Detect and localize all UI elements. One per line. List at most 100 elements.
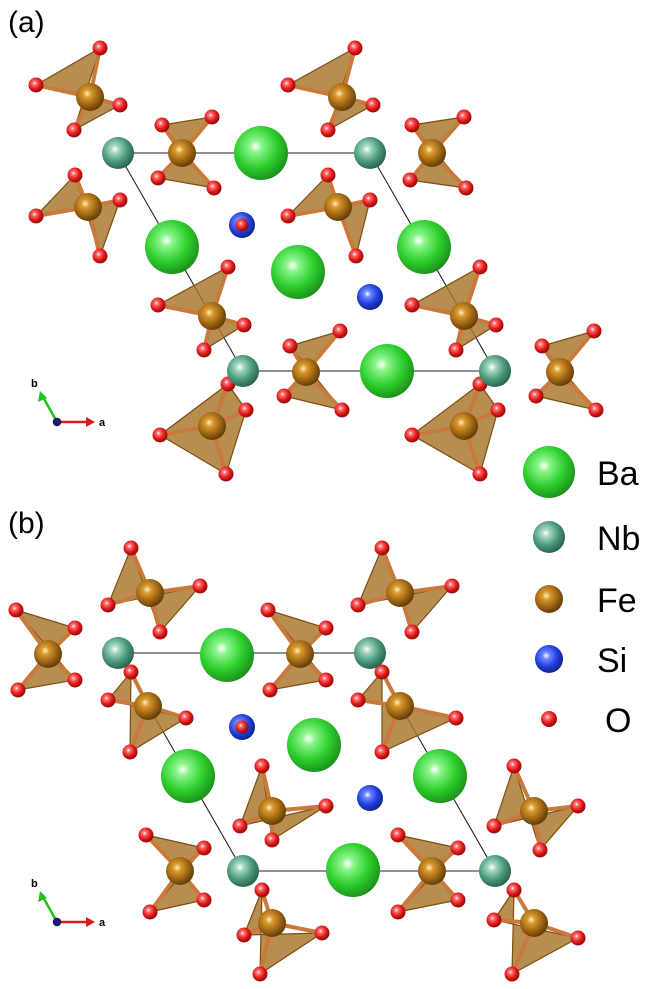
o-atom (362, 192, 378, 208)
o-atom (112, 192, 128, 208)
fe-tetrahedron (100, 664, 194, 760)
o-atom (236, 927, 252, 943)
fe-tetrahedron (350, 664, 464, 760)
ba-atom (326, 843, 380, 897)
o-atom (404, 297, 420, 313)
o-atom (92, 248, 108, 264)
o-atom (204, 109, 220, 125)
o-atom (448, 342, 464, 358)
o-atom (196, 840, 212, 856)
fe-tetrahedron (150, 109, 222, 196)
panel-a: (a) b a (8, 6, 604, 482)
fe-atom (292, 358, 320, 386)
o-atom (506, 882, 522, 898)
o-atom (150, 170, 166, 186)
nb-atom (479, 855, 511, 887)
o-atom (196, 892, 212, 908)
legend: Ba Nb Fe Si O (523, 446, 640, 740)
fe-tetrahedron (280, 40, 381, 138)
fe-atom (258, 909, 286, 937)
o-atom (318, 798, 334, 814)
ba-atom (145, 220, 199, 274)
o-atom (486, 818, 502, 834)
o-atom (318, 620, 334, 636)
panel-a-label: (a) (8, 6, 45, 39)
o-atom (100, 597, 116, 613)
axis-a-label-b: a (99, 917, 106, 929)
o-atom (122, 744, 138, 760)
o-atom (196, 342, 212, 358)
nb-atom (102, 137, 134, 169)
o-atom (220, 259, 236, 275)
fe-atom (328, 83, 356, 111)
o-atom (504, 966, 520, 982)
o-atom (506, 758, 522, 774)
fe-tetrahedron (138, 827, 212, 920)
legend-label-ba: Ba (597, 455, 639, 493)
atoms-a (102, 126, 511, 398)
o-atom (404, 427, 420, 443)
fe-atom (520, 909, 548, 937)
o-atom (404, 117, 420, 133)
o-atom (320, 167, 336, 183)
fe-atom (34, 640, 62, 668)
o-atom (232, 818, 248, 834)
o-atom (235, 218, 249, 232)
o-atom (350, 692, 366, 708)
o-atom (28, 77, 44, 93)
o-atom (142, 904, 158, 920)
fe-tetrahedron (8, 602, 83, 698)
legend-label-o: O (605, 702, 631, 740)
axis-b-label-a: b (31, 378, 38, 390)
o-atom (8, 602, 24, 618)
o-atom (138, 827, 154, 843)
fe-atom (136, 579, 164, 607)
fe-atom (198, 302, 226, 330)
o-atom (152, 427, 168, 443)
legend-item-o: O (541, 702, 631, 740)
nb-atom (354, 137, 386, 169)
fe-atom (418, 857, 446, 885)
axis-indicator-b: b a (31, 878, 106, 929)
o-atom (238, 402, 254, 418)
ba-atom (200, 628, 254, 682)
o-atom (532, 842, 548, 858)
axis-a-label-a: a (99, 417, 106, 429)
o-atom (472, 259, 488, 275)
fe-atom (386, 692, 414, 720)
fe-tetrahedron (402, 109, 474, 196)
o-atom (276, 388, 292, 404)
fe-tetrahedron (100, 540, 208, 640)
fe-tetrahedron (486, 882, 586, 982)
o-atom (486, 912, 502, 928)
o-atom (390, 904, 406, 920)
fe-atom (76, 83, 104, 111)
o-atom (402, 172, 418, 188)
ba-atom (360, 344, 414, 398)
o-atom (100, 692, 116, 708)
o-atom (374, 540, 390, 556)
o-atom (314, 925, 330, 941)
fe-atom (418, 139, 446, 167)
axis-b-label-b: b (31, 878, 38, 890)
fe-tetrahedron (486, 758, 586, 858)
o-atom (448, 710, 464, 726)
o-atom (348, 248, 364, 264)
o-atom (218, 466, 234, 482)
o-atom (280, 77, 296, 93)
o-atom (390, 827, 406, 843)
nb-atom (354, 637, 386, 669)
fe-atom (546, 358, 574, 386)
nb-atom-icon (533, 521, 565, 553)
nb-atom (227, 855, 259, 887)
legend-label-nb: Nb (597, 520, 640, 558)
fe-tetrahedron (232, 758, 334, 848)
fe-tetrahedron (528, 323, 604, 418)
o-atom (154, 117, 170, 133)
o-atom (528, 388, 544, 404)
fe-tetrahedron (404, 376, 506, 482)
o-atom (444, 578, 460, 594)
fe-atom (324, 193, 352, 221)
o-atom (66, 122, 82, 138)
